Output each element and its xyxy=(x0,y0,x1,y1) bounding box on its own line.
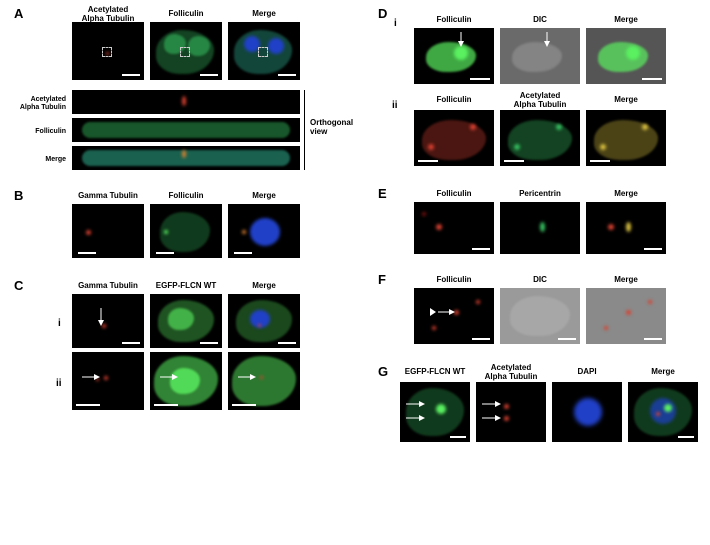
col-header-D-ii-2: Merge xyxy=(586,96,666,105)
sub-label-C-ii: ii xyxy=(56,378,62,389)
col-header-G-1: Acetylated Alpha Tubulin xyxy=(476,364,546,382)
micro-C-i-2 xyxy=(228,294,300,348)
col-header-G-3: Merge xyxy=(628,368,698,377)
micro-G-0 xyxy=(400,382,470,442)
col-header-D-ii-1: Acetylated Alpha Tubulin xyxy=(500,92,580,110)
col-header-B-1: Folliculin xyxy=(150,192,222,201)
sub-label-D-ii: ii xyxy=(392,100,398,111)
col-header-A-0: Acetylated Alpha Tubulin xyxy=(72,6,144,24)
col-header-C-0: Gamma Tubulin xyxy=(72,282,144,291)
panel-label-F: F xyxy=(378,272,386,287)
col-header-E-0: Folliculin xyxy=(414,190,494,199)
micro-F-1 xyxy=(500,288,580,344)
col-header-A-2: Merge xyxy=(228,10,300,19)
micro-E-1 xyxy=(500,202,580,254)
micro-A-top-2 xyxy=(228,22,300,80)
col-header-F-1: DIC xyxy=(500,276,580,285)
sub-label-C-i: i xyxy=(58,318,61,329)
row-header-A-0: Acetylated Alpha Tubulin xyxy=(6,96,66,111)
micro-C-ii-2 xyxy=(228,352,300,410)
panel-label-E: E xyxy=(378,186,387,201)
micro-D-i-1 xyxy=(500,28,580,84)
micro-C-i-1 xyxy=(150,294,222,348)
col-header-D-i-2: Merge xyxy=(586,16,666,25)
micro-F-2 xyxy=(586,288,666,344)
micro-D-i-2 xyxy=(586,28,666,84)
micro-A-ortho-0 xyxy=(72,90,300,114)
micro-A-ortho-2 xyxy=(72,146,300,170)
panel-label-B: B xyxy=(14,188,23,203)
col-header-F-2: Merge xyxy=(586,276,666,285)
micro-G-1 xyxy=(476,382,546,442)
col-header-C-2: Merge xyxy=(228,282,300,291)
sub-label-D-i: i xyxy=(394,18,397,29)
row-header-A-1: Folliculin xyxy=(6,128,66,136)
ortho-bar xyxy=(304,90,305,170)
micro-A-top-1 xyxy=(150,22,222,80)
micro-B-1 xyxy=(150,204,222,258)
micro-D-ii-0 xyxy=(414,110,494,166)
figure-root: A Acetylated Alpha Tubulin Folliculin Me… xyxy=(0,0,710,545)
micro-A-ortho-1 xyxy=(72,118,300,142)
panel-label-D: D xyxy=(378,6,387,21)
col-header-F-0: Folliculin xyxy=(414,276,494,285)
col-header-E-2: Merge xyxy=(586,190,666,199)
col-header-D-i-0: Folliculin xyxy=(414,16,494,25)
micro-D-ii-1 xyxy=(500,110,580,166)
micro-A-top-0 xyxy=(72,22,144,80)
side-label-ortho: Orthogonal view xyxy=(310,118,353,136)
col-header-E-1: Pericentrin xyxy=(500,190,580,199)
col-header-B-0: Gamma Tubulin xyxy=(72,192,144,201)
col-header-G-2: DAPI xyxy=(552,368,622,377)
micro-E-0 xyxy=(414,202,494,254)
micro-C-i-0 xyxy=(72,294,144,348)
col-header-B-2: Merge xyxy=(228,192,300,201)
micro-D-ii-2 xyxy=(586,110,666,166)
col-header-D-i-1: DIC xyxy=(500,16,580,25)
panel-label-A: A xyxy=(14,6,23,21)
micro-D-i-0 xyxy=(414,28,494,84)
col-header-A-1: Folliculin xyxy=(150,10,222,19)
row-header-A-2: Merge xyxy=(6,156,66,164)
micro-E-2 xyxy=(586,202,666,254)
micro-G-3 xyxy=(628,382,698,442)
col-header-G-0: EGFP-FLCN WT xyxy=(400,368,470,377)
micro-B-2 xyxy=(228,204,300,258)
micro-B-0 xyxy=(72,204,144,258)
panel-label-C: C xyxy=(14,278,23,293)
micro-F-0 xyxy=(414,288,494,344)
col-header-D-ii-0: Folliculin xyxy=(414,96,494,105)
micro-G-2 xyxy=(552,382,622,442)
micro-C-ii-0 xyxy=(72,352,144,410)
panel-label-G: G xyxy=(378,364,388,379)
micro-C-ii-1 xyxy=(150,352,222,410)
col-header-C-1: EGFP-FLCN WT xyxy=(150,282,222,291)
